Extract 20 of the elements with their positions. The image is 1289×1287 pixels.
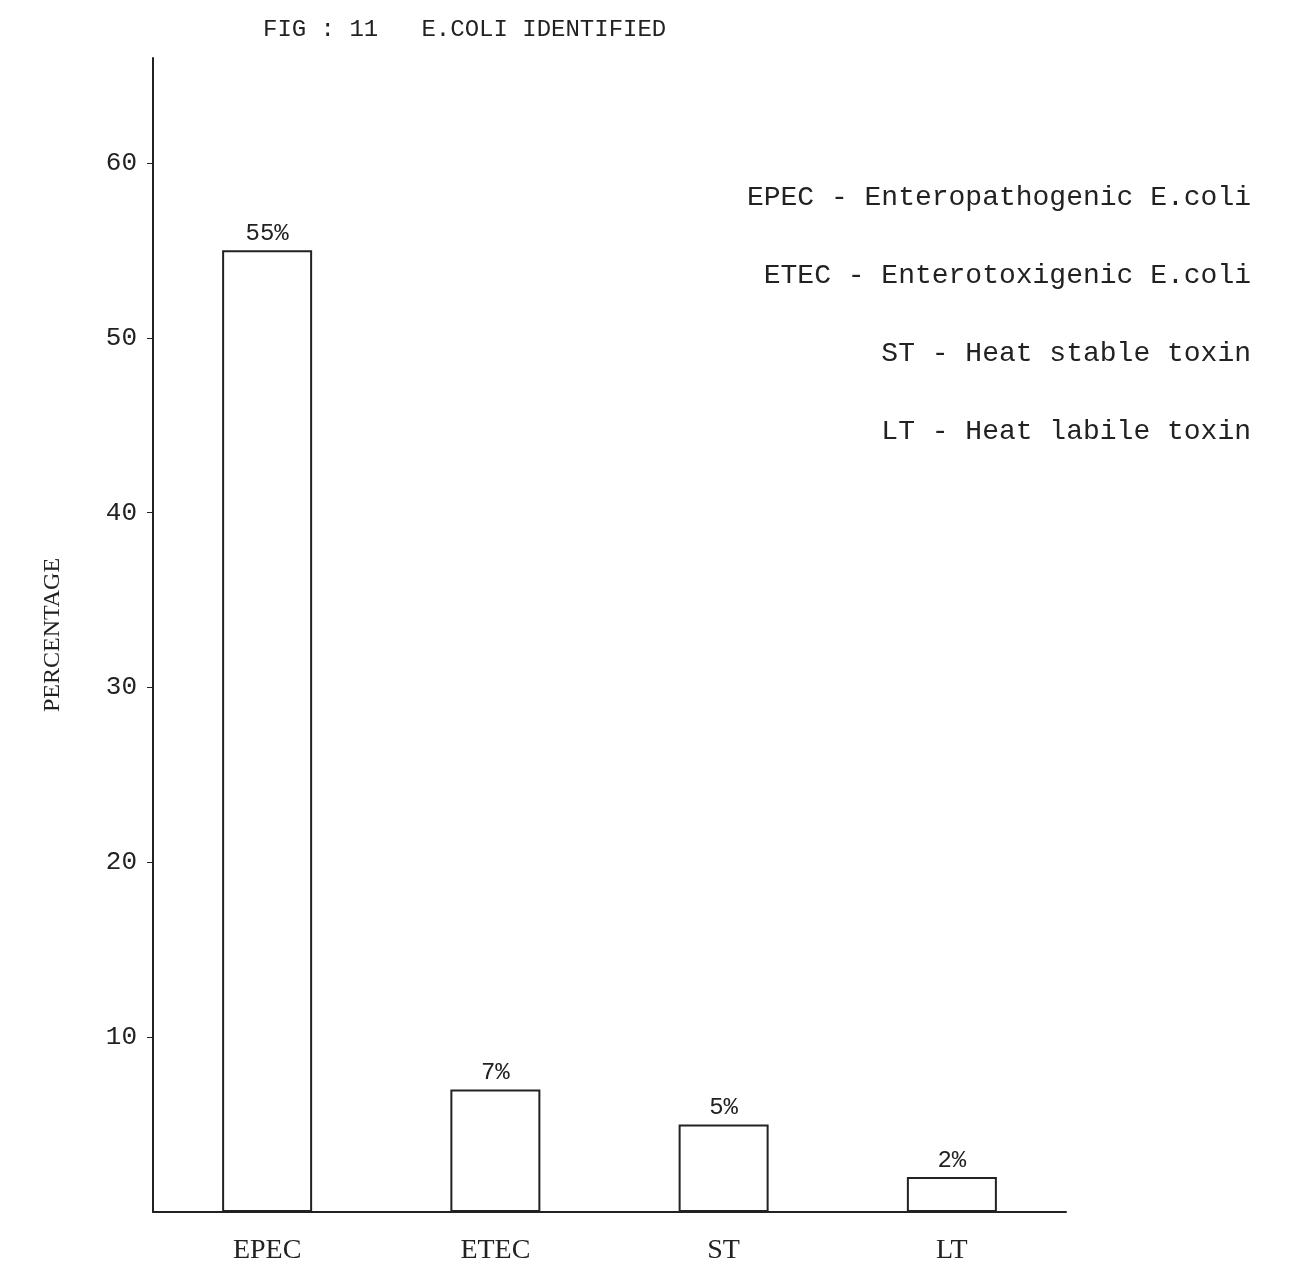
y-tick-label: 50 [105, 322, 137, 353]
annotation: ST - Heat stable toxin [881, 337, 1252, 369]
data-label: 55% [245, 219, 290, 247]
annotation: ETEC - Enterotoxigenic E.coli [763, 259, 1251, 291]
x-tick-label: ETEC [460, 1232, 531, 1264]
x-tick-label: ST [707, 1232, 740, 1264]
annotation: EPEC - Enteropathogenic E.coli [746, 181, 1252, 213]
annotation: LT - Heat labile toxin [881, 415, 1252, 447]
x-tick-label: LT [936, 1232, 968, 1264]
data-label: 2% [937, 1146, 967, 1174]
y-tick-label: 10 [105, 1022, 137, 1053]
y-axis-title: PERCENTAGE [38, 557, 64, 713]
data-label: 5% [709, 1094, 739, 1122]
y-tick-label: 20 [105, 847, 137, 878]
y-tick-label: 60 [105, 147, 137, 178]
x-tick-label: EPEC [232, 1232, 302, 1264]
y-tick-label: 30 [105, 672, 137, 703]
y-tick-label: 40 [105, 497, 137, 528]
data-label: 7% [480, 1059, 511, 1087]
chart-title: FIG : 11 E.COLI IDENTIFIED [263, 15, 667, 43]
